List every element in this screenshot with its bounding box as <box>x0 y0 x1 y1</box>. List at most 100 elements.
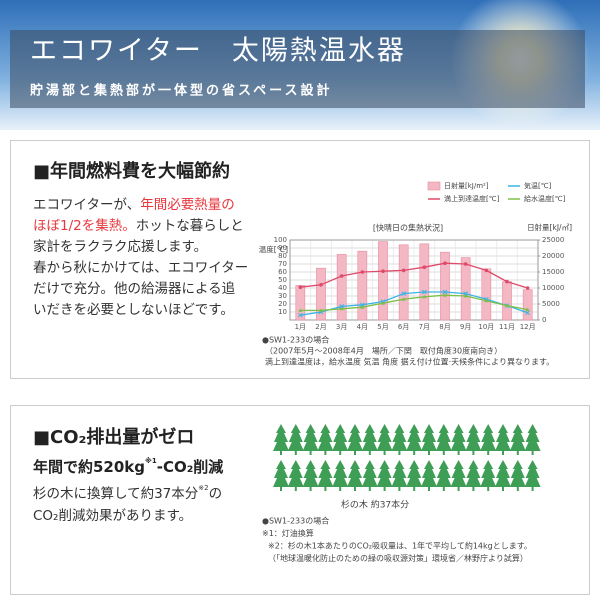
tree-icon <box>287 424 304 455</box>
note: ※1：灯油換算 <box>262 528 314 538</box>
tree-icon <box>317 460 334 491</box>
x-tick-label: 10月 <box>478 323 494 331</box>
marker <box>319 308 323 312</box>
tree-icon <box>376 460 393 491</box>
y2-tick-label: 0 <box>542 316 546 324</box>
chart-title: [快晴日の集熱状況] <box>373 223 443 233</box>
tree-icon <box>465 460 482 491</box>
marker <box>381 301 385 305</box>
bar <box>357 250 368 321</box>
tree-icon <box>361 460 378 491</box>
x-tick-label: 12月 <box>520 323 536 331</box>
x-tick-label: 6月 <box>398 323 409 331</box>
bar <box>460 257 471 321</box>
note: ●SW1-233の場合 <box>262 335 329 345</box>
marker <box>463 291 469 296</box>
tree-icon <box>376 424 393 455</box>
x-tick-label: 3月 <box>336 323 347 331</box>
marker <box>339 274 344 278</box>
text-segment: だけで充分。他の給湯器による追 <box>33 280 236 297</box>
marker <box>484 298 489 303</box>
tree-icon <box>317 424 334 455</box>
x-tick-label: 9月 <box>460 323 471 331</box>
y-tick-label: 10 <box>278 308 287 316</box>
note: 満上到達温度は，給水温度 気温 角度 据え付け位置·天候条件により異なります。 <box>265 357 554 367</box>
section-heading: ■CO₂排出量がゼロ <box>33 426 194 448</box>
text-segment: 杉の木に換算して約37本分 <box>33 486 198 502</box>
body-text: 春から秋にかけては、エコワイター <box>33 260 248 276</box>
note: （「地球温暖化防止のための緑の吸収源対策」環境省／林野庁より試算） <box>268 553 528 563</box>
marker <box>484 268 489 273</box>
x-tick-label: 1月 <box>295 323 306 331</box>
body-text: 年間で約520kg※1-CO₂削減 <box>33 456 223 476</box>
bar <box>502 281 512 321</box>
y-tick-label: 50 <box>278 276 287 284</box>
text-segment: 家計をラクラク応援します。 <box>33 238 207 255</box>
marker <box>360 305 365 309</box>
marker <box>442 289 448 295</box>
highlight-text: 年間必要熱量の <box>140 197 235 213</box>
body-text: 杉の木に換算して約37本分※2の <box>33 484 222 502</box>
marker <box>525 286 530 290</box>
superscript: ※2 <box>198 484 208 492</box>
text-segment: いだきを必要としないほどです。 <box>33 302 234 318</box>
marker <box>319 283 323 287</box>
x-tick-label: 4月 <box>357 323 368 331</box>
y-tick-label: 20 <box>278 300 287 308</box>
x-tick-label: 5月 <box>377 323 388 331</box>
tree-icon <box>391 424 408 455</box>
tree-icon <box>435 460 452 491</box>
tree-icon <box>509 460 526 491</box>
tree-icon <box>287 460 304 491</box>
tree-icon <box>450 460 467 491</box>
tree-icon <box>509 424 526 455</box>
y-tick-label: 70 <box>278 260 287 268</box>
tree-icon <box>273 460 289 491</box>
note: ●SW1-233の場合 <box>262 516 329 526</box>
superscript: ※1 <box>145 456 157 465</box>
legend-label: 給水温度[℃] <box>524 194 566 203</box>
bar <box>336 254 347 321</box>
text-segment: ホットな暮らしと <box>136 218 244 234</box>
legend-swatch <box>427 181 441 191</box>
marker <box>505 279 509 284</box>
marker <box>463 294 468 298</box>
tree-icon <box>421 424 437 455</box>
marker <box>381 269 385 274</box>
tree-icon <box>524 460 541 491</box>
marker <box>443 261 447 266</box>
body-text: 家計をラクラク応援します。 <box>33 238 207 255</box>
marker <box>401 297 406 301</box>
plot-frame <box>289 239 539 321</box>
bar <box>481 268 492 321</box>
y-tick-label: 60 <box>278 268 287 276</box>
section-box <box>10 140 590 379</box>
note: （2007年5月〜2008年4月 場所／下関 取付角度30度南向き） <box>265 346 502 356</box>
marker <box>421 289 427 295</box>
y2-tick-label: 25000 <box>542 236 564 244</box>
marker <box>359 302 365 308</box>
text-segment: 年間で約520kg <box>33 458 145 476</box>
section-heading: ■年間燃料費を大幅節約 <box>33 160 230 182</box>
body-text: ほぼ1/2を集熱。ホットな暮らしと <box>33 218 244 234</box>
y-tick-label: 40 <box>278 284 287 292</box>
header-band <box>10 30 585 108</box>
highlight-text: ほぼ1/2を集熱。 <box>33 218 136 234</box>
tree-icon <box>347 460 363 491</box>
text-segment: の <box>209 486 223 502</box>
marker <box>401 268 406 273</box>
marker <box>525 307 530 312</box>
text-segment: 春から秋にかけては、エコワイター <box>33 260 248 276</box>
marker <box>463 262 468 266</box>
marker <box>339 304 345 309</box>
marker <box>422 265 427 270</box>
marker <box>422 294 427 299</box>
tree-icon <box>406 424 423 455</box>
text-segment: エコワイターが、 <box>33 197 140 213</box>
legend-label: 日射量[kJ/m²] <box>444 181 489 190</box>
x-tick-label: 11月 <box>499 323 515 331</box>
tree-icon <box>495 424 511 455</box>
tree-icon <box>524 424 541 455</box>
y-tick-label: 100 <box>274 236 287 244</box>
tree-icon <box>495 460 511 491</box>
